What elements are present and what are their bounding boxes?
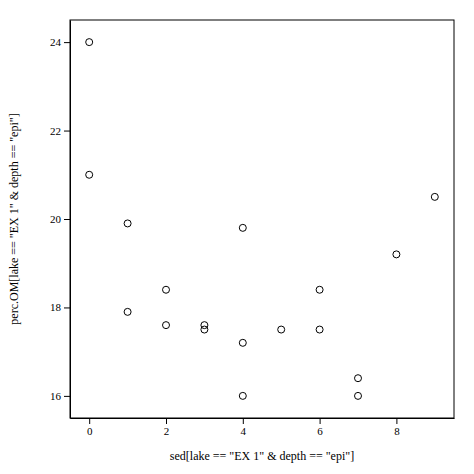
tick-mark — [166, 418, 167, 424]
point — [163, 322, 170, 329]
point — [316, 286, 323, 293]
point — [278, 326, 285, 333]
tick: 18 — [50, 301, 70, 313]
point — [201, 326, 208, 333]
tick-mark — [89, 418, 90, 424]
point — [239, 224, 246, 231]
tick: 4 — [241, 418, 247, 437]
y-axis: 16 18 20 22 24 — [50, 21, 71, 419]
point — [239, 339, 246, 346]
tick-label: 16 — [50, 390, 62, 402]
tick-mark — [64, 42, 70, 43]
tick-label: 0 — [87, 425, 93, 437]
tick: 0 — [87, 418, 93, 437]
tick-label: 2 — [164, 425, 170, 437]
point — [431, 193, 438, 200]
tick: 16 — [50, 390, 70, 402]
tick: 2 — [164, 418, 170, 437]
tick-label: 4 — [241, 425, 247, 437]
point — [124, 220, 131, 227]
tick-label: 20 — [50, 213, 62, 225]
tick-mark — [64, 396, 70, 397]
chart: 024681618202224sed[lake == "EX 1" & dept… — [0, 0, 474, 474]
point — [163, 286, 170, 293]
x-axis-title: sed[lake == "EX 1" & depth == "epi"] — [170, 449, 354, 463]
tick-mark — [64, 307, 70, 308]
point — [86, 39, 93, 46]
tick-label: 22 — [50, 125, 61, 137]
axis-line — [70, 21, 71, 419]
tick-label: 18 — [50, 301, 62, 313]
point — [355, 375, 362, 382]
point — [124, 308, 131, 315]
plot-frame — [70, 20, 454, 418]
tick-label: 24 — [50, 36, 62, 48]
tick-mark — [320, 418, 321, 424]
tick: 24 — [50, 36, 70, 48]
point — [393, 251, 400, 258]
tick: 22 — [50, 125, 70, 137]
point — [86, 171, 93, 178]
tick-label: 6 — [317, 425, 323, 437]
tick: 8 — [394, 418, 400, 437]
tick: 20 — [50, 213, 70, 225]
point — [239, 392, 246, 399]
points — [86, 39, 439, 400]
plot: 024681618202224 — [50, 20, 455, 437]
tick-mark — [64, 131, 70, 132]
y-axis-title: perc.OM[lake == "EX 1" & depth == "epi"] — [7, 113, 21, 324]
point — [355, 392, 362, 399]
tick-mark — [243, 418, 244, 424]
x-axis: 0 2 4 6 8 — [71, 418, 455, 437]
tick-label: 8 — [394, 425, 400, 437]
point — [316, 326, 323, 333]
tick-mark — [396, 418, 397, 424]
tick-mark — [64, 219, 70, 220]
tick: 6 — [317, 418, 323, 437]
